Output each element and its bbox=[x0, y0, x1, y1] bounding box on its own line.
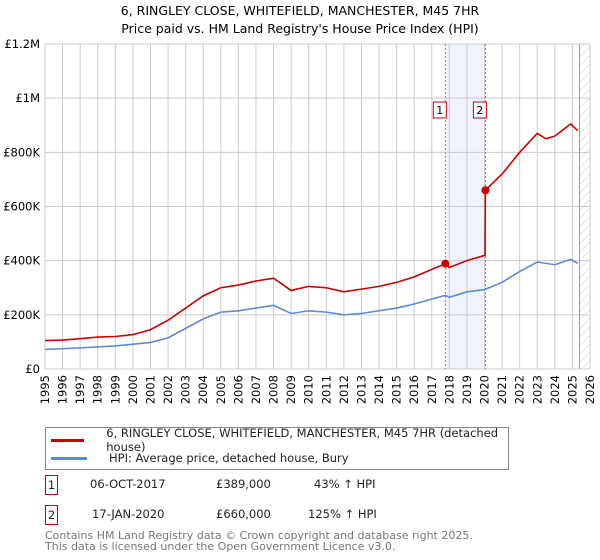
footer: Contains HM Land Registry data © Crown c… bbox=[45, 530, 473, 552]
x-tick-label: 2005 bbox=[214, 375, 228, 404]
x-tick-label: 2001 bbox=[143, 375, 157, 404]
x-tick-label: 2009 bbox=[284, 375, 298, 404]
y-tick-label: £1M bbox=[15, 91, 40, 105]
x-tick-label: 1997 bbox=[73, 375, 87, 404]
x-tick-label: 2011 bbox=[319, 375, 333, 404]
x-tick-label: 2010 bbox=[302, 375, 316, 404]
x-tick-label: 2023 bbox=[530, 375, 544, 404]
x-tick-label: 2024 bbox=[548, 375, 562, 404]
footer-copyright: Contains HM Land Registry data © Crown c… bbox=[45, 529, 473, 542]
y-tick-label: £800K bbox=[3, 145, 40, 159]
x-tick-label: 1999 bbox=[108, 375, 122, 404]
x-tick-label: 1996 bbox=[56, 375, 70, 404]
x-tick-label: 2004 bbox=[196, 375, 210, 404]
x-tick-label: 2012 bbox=[337, 375, 351, 404]
sale-row-1: 1 06-OCT-2017 £389,000 43% ↑ HPI bbox=[45, 475, 445, 495]
x-tick-label: 2021 bbox=[495, 375, 509, 404]
legend-blue-line bbox=[51, 456, 87, 460]
x-tick-label: 2007 bbox=[249, 375, 263, 404]
sale-marker-2: 2 bbox=[45, 505, 58, 525]
sale-price: £389,000 bbox=[216, 477, 271, 491]
price-chart: 6, RINGLEY CLOSE, WHITEFIELD, MANCHESTER… bbox=[3, 3, 597, 404]
x-tick-label: 2016 bbox=[407, 375, 421, 404]
sale-hpi: 125% ↑ HPI bbox=[308, 507, 377, 521]
legend: 6, RINGLEY CLOSE, WHITEFIELD, MANCHESTER… bbox=[45, 426, 509, 470]
y-tick-label: £0 bbox=[25, 362, 40, 376]
x-tick-label: 2014 bbox=[372, 375, 386, 404]
x-tick-label: 1995 bbox=[38, 375, 52, 404]
sale-date: 06-OCT-2017 bbox=[90, 477, 166, 491]
series-line bbox=[44, 258, 579, 351]
x-tick-label: 2015 bbox=[390, 375, 404, 404]
sale-point bbox=[481, 186, 490, 195]
footer-licence: This data is licensed under the Open Gov… bbox=[45, 540, 396, 553]
x-tick-label: 2008 bbox=[267, 375, 281, 404]
x-tick-label: 2003 bbox=[179, 375, 193, 404]
legend-hpi: HPI: Average price, detached house, Bury bbox=[109, 451, 349, 465]
sale-price: £660,000 bbox=[216, 507, 271, 521]
x-tick-label: 2020 bbox=[478, 375, 492, 404]
x-tick-label: 2025 bbox=[565, 375, 579, 404]
sale-marker-1: 1 bbox=[45, 475, 58, 495]
y-tick-label: £400K bbox=[3, 254, 40, 268]
sale-label: 1 bbox=[436, 104, 443, 117]
x-tick-label: 1998 bbox=[91, 375, 105, 404]
y-tick-label: £600K bbox=[3, 200, 40, 214]
sale-hpi: 43% ↑ HPI bbox=[314, 477, 376, 491]
x-tick-label: 2000 bbox=[126, 375, 140, 404]
x-tick-label: 2026 bbox=[583, 375, 597, 404]
y-tick-label: £200K bbox=[3, 308, 40, 322]
x-tick-label: 2018 bbox=[442, 375, 456, 404]
sale-date: 17-JAN-2020 bbox=[92, 507, 165, 521]
chart-subtitle: Price paid vs. HM Land Registry's House … bbox=[121, 21, 478, 36]
sale-row-2: 2 17-JAN-2020 £660,000 125% ↑ HPI bbox=[45, 505, 445, 525]
x-tick-label: 2022 bbox=[513, 375, 527, 404]
y-tick-label: £1.2M bbox=[4, 37, 40, 51]
sale-point bbox=[441, 259, 450, 268]
x-tick-label: 2006 bbox=[231, 375, 245, 404]
chart-title: 6, RINGLEY CLOSE, WHITEFIELD, MANCHESTER… bbox=[121, 3, 480, 18]
x-tick-label: 2019 bbox=[460, 375, 474, 404]
legend-red-line bbox=[51, 438, 85, 442]
sale-label-box bbox=[472, 101, 487, 119]
sale-label: 2 bbox=[476, 104, 483, 117]
x-tick-label: 2002 bbox=[161, 375, 175, 404]
x-tick-label: 2017 bbox=[425, 375, 439, 404]
x-tick-label: 2013 bbox=[354, 375, 368, 404]
series-line bbox=[44, 122, 579, 342]
legend-property: 6, RINGLEY CLOSE, WHITEFIELD, MANCHESTER… bbox=[106, 426, 499, 454]
sale-label-box bbox=[432, 101, 447, 119]
